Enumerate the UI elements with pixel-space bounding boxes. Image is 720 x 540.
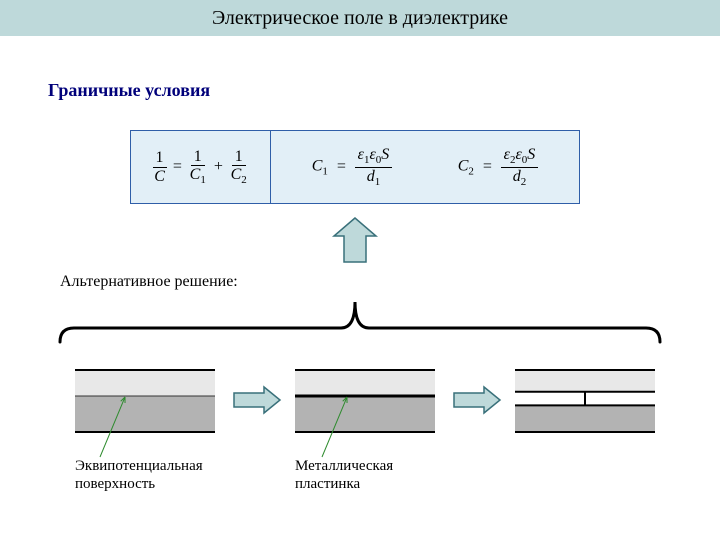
diagram-svg — [0, 0, 720, 540]
